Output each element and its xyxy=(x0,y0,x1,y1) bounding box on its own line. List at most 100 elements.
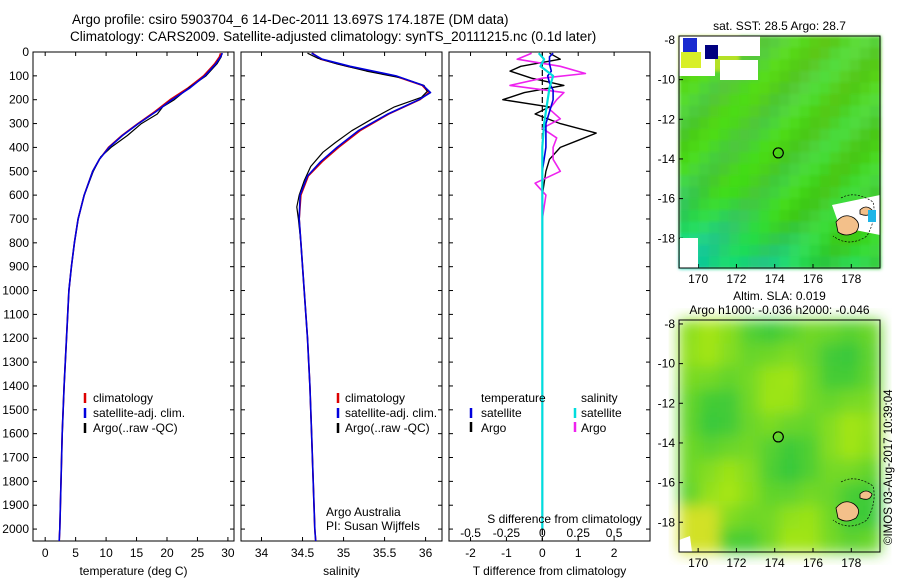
map-cell xyxy=(709,256,721,269)
y-tick-label: -12 xyxy=(658,396,676,410)
map-cell xyxy=(719,152,731,165)
map-cell xyxy=(799,366,821,391)
map-cell xyxy=(789,256,801,269)
map-cell xyxy=(679,175,691,188)
map-cell xyxy=(870,152,882,165)
map-cell xyxy=(859,94,871,107)
map-cell xyxy=(739,82,751,95)
map-cell xyxy=(839,482,861,507)
map-cell xyxy=(759,389,781,414)
map-cell xyxy=(779,210,791,223)
map-cell xyxy=(759,175,771,188)
map-cell xyxy=(759,412,781,437)
map-cell xyxy=(679,459,701,484)
map-cell xyxy=(839,70,851,84)
map-cell xyxy=(719,210,731,223)
map-cell xyxy=(779,233,791,246)
map-cell xyxy=(679,163,691,177)
map-cell xyxy=(819,221,831,235)
map-cell xyxy=(799,528,821,553)
map-cell xyxy=(859,163,871,177)
x-tick-label: 34.5 xyxy=(291,546,315,560)
map-cell xyxy=(759,94,771,107)
sst-missing-patch xyxy=(720,60,758,80)
map-cell xyxy=(779,36,791,49)
map-cell xyxy=(849,140,861,153)
y-tick-label: 1800 xyxy=(2,474,29,488)
map-title: Argo h1000: -0.036 h2000: -0.046 xyxy=(689,303,869,317)
map-cell xyxy=(749,186,761,200)
map-cell xyxy=(749,233,761,246)
map-cell xyxy=(789,128,801,142)
map-cell xyxy=(829,140,841,153)
map-cell xyxy=(779,186,791,200)
y-tick-label: -14 xyxy=(658,152,676,166)
map-cell xyxy=(719,117,731,130)
map-cell xyxy=(789,82,801,95)
map-cell xyxy=(719,82,731,95)
temperature-profile-frame xyxy=(32,51,235,542)
map-cell xyxy=(779,198,791,211)
map-cell xyxy=(779,105,791,119)
map-cell xyxy=(699,436,721,461)
map-cell xyxy=(769,186,781,200)
map-cell xyxy=(729,82,741,95)
map-cell xyxy=(809,128,821,142)
map-cell xyxy=(699,163,711,177)
map-cell xyxy=(859,233,871,246)
map-cell xyxy=(809,140,821,153)
map-cell xyxy=(839,140,851,153)
map-cell xyxy=(819,320,841,345)
map-cell xyxy=(719,105,731,119)
map-cell xyxy=(739,117,751,130)
map-cell xyxy=(779,59,791,72)
map-cell xyxy=(829,175,841,188)
map-cell xyxy=(749,152,761,165)
legend-label: satellite-adj. clim. xyxy=(93,406,185,420)
y-tick-label: 1200 xyxy=(2,331,29,345)
map-cell xyxy=(849,70,861,84)
map-cell xyxy=(719,366,741,391)
map-cell xyxy=(759,505,781,530)
map-cell xyxy=(759,163,771,177)
map-cell xyxy=(729,198,741,211)
map-cell xyxy=(679,198,691,211)
x-tick-label: 30 xyxy=(221,546,235,560)
map-cell xyxy=(699,105,711,119)
map-cell xyxy=(679,482,701,507)
map-cell xyxy=(870,128,882,142)
map-cell xyxy=(739,256,751,269)
map-cell xyxy=(849,105,861,119)
map-cell xyxy=(789,198,801,211)
map-cell xyxy=(799,343,821,368)
x-tick-label: 172 xyxy=(726,556,746,570)
map-cell xyxy=(799,94,811,107)
map-cell xyxy=(859,117,871,130)
x-tick-label: 10 xyxy=(99,546,113,560)
map-cell xyxy=(799,117,811,130)
map-cell xyxy=(679,320,701,345)
map-cell xyxy=(769,70,781,84)
map-cell xyxy=(819,59,831,72)
y-tick-label: 1000 xyxy=(2,284,29,298)
y-tick-label: 600 xyxy=(9,188,29,202)
map-cell xyxy=(799,221,811,235)
legend-label: satellite xyxy=(581,406,622,420)
x2-tick-label: -0.25 xyxy=(493,526,521,540)
map-cell xyxy=(799,175,811,188)
annotation-text: PI: Susan Wijffels xyxy=(326,519,420,533)
map-cell xyxy=(819,482,841,507)
map-cell xyxy=(699,233,711,246)
map-cell xyxy=(689,70,701,84)
map-cell xyxy=(809,175,821,188)
map-cell xyxy=(819,47,831,61)
temp-satellite-line xyxy=(58,52,224,542)
map-cell xyxy=(839,152,851,165)
map-cell xyxy=(849,175,861,188)
map-cell xyxy=(819,198,831,211)
legend-heading: temperature xyxy=(481,391,546,405)
map-cell xyxy=(709,221,721,235)
map-cell xyxy=(799,389,821,414)
map-cell xyxy=(789,105,801,119)
map-cell xyxy=(789,36,801,49)
